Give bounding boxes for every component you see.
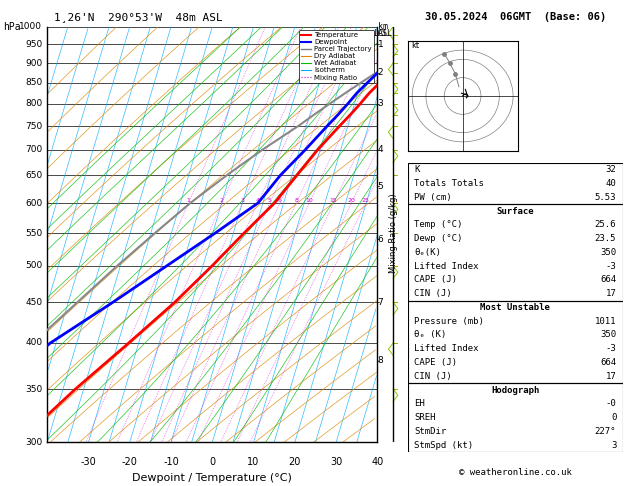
Text: 0: 0 <box>209 457 215 467</box>
Text: kt: kt <box>411 41 420 50</box>
Text: hPa: hPa <box>3 22 21 32</box>
Text: 1: 1 <box>377 40 384 49</box>
Text: 350: 350 <box>600 248 616 257</box>
Text: 750: 750 <box>25 122 42 131</box>
Text: 30.05.2024  06GMT  (Base: 06): 30.05.2024 06GMT (Base: 06) <box>425 12 606 22</box>
Text: 17: 17 <box>606 289 616 298</box>
Text: StmDir: StmDir <box>414 427 447 436</box>
Text: θₑ (K): θₑ (K) <box>414 330 447 339</box>
Text: ASL: ASL <box>378 29 393 38</box>
Text: Totals Totals: Totals Totals <box>414 179 484 188</box>
Text: 300: 300 <box>25 438 42 447</box>
Text: 5.53: 5.53 <box>595 193 616 202</box>
Text: -20: -20 <box>122 457 138 467</box>
Text: 40: 40 <box>606 179 616 188</box>
Text: 3: 3 <box>240 198 245 203</box>
Bar <box>408 163 623 204</box>
Text: Hodograph: Hodograph <box>491 385 539 395</box>
Text: 10: 10 <box>247 457 260 467</box>
Text: 15: 15 <box>330 198 338 203</box>
Text: 950: 950 <box>25 40 42 49</box>
Text: 6: 6 <box>377 235 384 244</box>
Text: 20: 20 <box>348 198 355 203</box>
Text: 3: 3 <box>611 441 616 450</box>
Text: 664: 664 <box>600 358 616 367</box>
Text: 8: 8 <box>294 198 298 203</box>
Text: θₑ(K): θₑ(K) <box>414 248 441 257</box>
Text: Dewp (°C): Dewp (°C) <box>414 234 462 243</box>
Text: 500: 500 <box>25 261 42 270</box>
Text: Surface: Surface <box>496 207 534 215</box>
Text: 350: 350 <box>600 330 616 339</box>
Bar <box>408 204 623 300</box>
Text: K: K <box>414 165 420 174</box>
Text: LCL: LCL <box>373 29 388 38</box>
Text: 6: 6 <box>278 198 282 203</box>
Text: -0: -0 <box>606 399 616 408</box>
Legend: Temperature, Dewpoint, Parcel Trajectory, Dry Adiabat, Wet Adiabat, Isotherm, Mi: Temperature, Dewpoint, Parcel Trajectory… <box>299 30 374 83</box>
Text: Lifted Index: Lifted Index <box>414 261 479 271</box>
Text: -3: -3 <box>606 261 616 271</box>
Text: 17: 17 <box>606 372 616 381</box>
Text: 450: 450 <box>25 298 42 307</box>
Text: SREH: SREH <box>414 413 435 422</box>
Bar <box>408 383 623 452</box>
Text: 664: 664 <box>600 276 616 284</box>
Text: 5: 5 <box>268 198 272 203</box>
Text: 3: 3 <box>377 99 384 108</box>
Text: 650: 650 <box>25 171 42 180</box>
Text: © weatheronline.co.uk: © weatheronline.co.uk <box>459 468 572 477</box>
Text: Lifted Index: Lifted Index <box>414 344 479 353</box>
Text: km: km <box>378 22 388 31</box>
Text: -10: -10 <box>163 457 179 467</box>
Text: EH: EH <box>414 399 425 408</box>
Text: 400: 400 <box>25 338 42 347</box>
Text: 350: 350 <box>25 384 42 394</box>
Text: 20: 20 <box>289 457 301 467</box>
Text: 5: 5 <box>377 182 384 191</box>
Text: 600: 600 <box>25 199 42 208</box>
Text: 25.6: 25.6 <box>595 220 616 229</box>
Text: 40: 40 <box>371 457 384 467</box>
Text: 700: 700 <box>25 145 42 155</box>
Text: 850: 850 <box>25 78 42 87</box>
Bar <box>408 300 623 383</box>
Text: -3: -3 <box>606 344 616 353</box>
Text: 32: 32 <box>606 165 616 174</box>
Text: StmSpd (kt): StmSpd (kt) <box>414 441 473 450</box>
Text: 2: 2 <box>220 198 224 203</box>
Text: 25: 25 <box>362 198 370 203</box>
Text: 800: 800 <box>25 99 42 108</box>
Text: Dewpoint / Temperature (°C): Dewpoint / Temperature (°C) <box>132 473 292 484</box>
Text: 4: 4 <box>256 198 260 203</box>
Text: 1000: 1000 <box>19 22 42 31</box>
Text: Mixing Ratio (g/kg): Mixing Ratio (g/kg) <box>389 193 398 273</box>
Text: CIN (J): CIN (J) <box>414 372 452 381</box>
Text: Pressure (mb): Pressure (mb) <box>414 317 484 326</box>
Text: 4: 4 <box>378 145 383 155</box>
Text: 2: 2 <box>378 69 383 77</box>
Text: Temp (°C): Temp (°C) <box>414 220 462 229</box>
Text: 1: 1 <box>186 198 191 203</box>
Text: 0: 0 <box>611 413 616 422</box>
Text: 900: 900 <box>25 59 42 68</box>
Text: CAPE (J): CAPE (J) <box>414 276 457 284</box>
Text: PW (cm): PW (cm) <box>414 193 452 202</box>
Text: 227°: 227° <box>595 427 616 436</box>
Text: Most Unstable: Most Unstable <box>480 303 550 312</box>
Text: 1011: 1011 <box>595 317 616 326</box>
Text: 8: 8 <box>377 356 384 365</box>
Text: 30: 30 <box>330 457 342 467</box>
Text: 10: 10 <box>306 198 313 203</box>
Text: 7: 7 <box>377 298 384 307</box>
Text: -30: -30 <box>81 457 96 467</box>
Text: CIN (J): CIN (J) <box>414 289 452 298</box>
Text: CAPE (J): CAPE (J) <box>414 358 457 367</box>
Text: 1¸26'N  290°53'W  48m ASL: 1¸26'N 290°53'W 48m ASL <box>54 12 223 22</box>
Text: 550: 550 <box>25 228 42 238</box>
Text: 23.5: 23.5 <box>595 234 616 243</box>
